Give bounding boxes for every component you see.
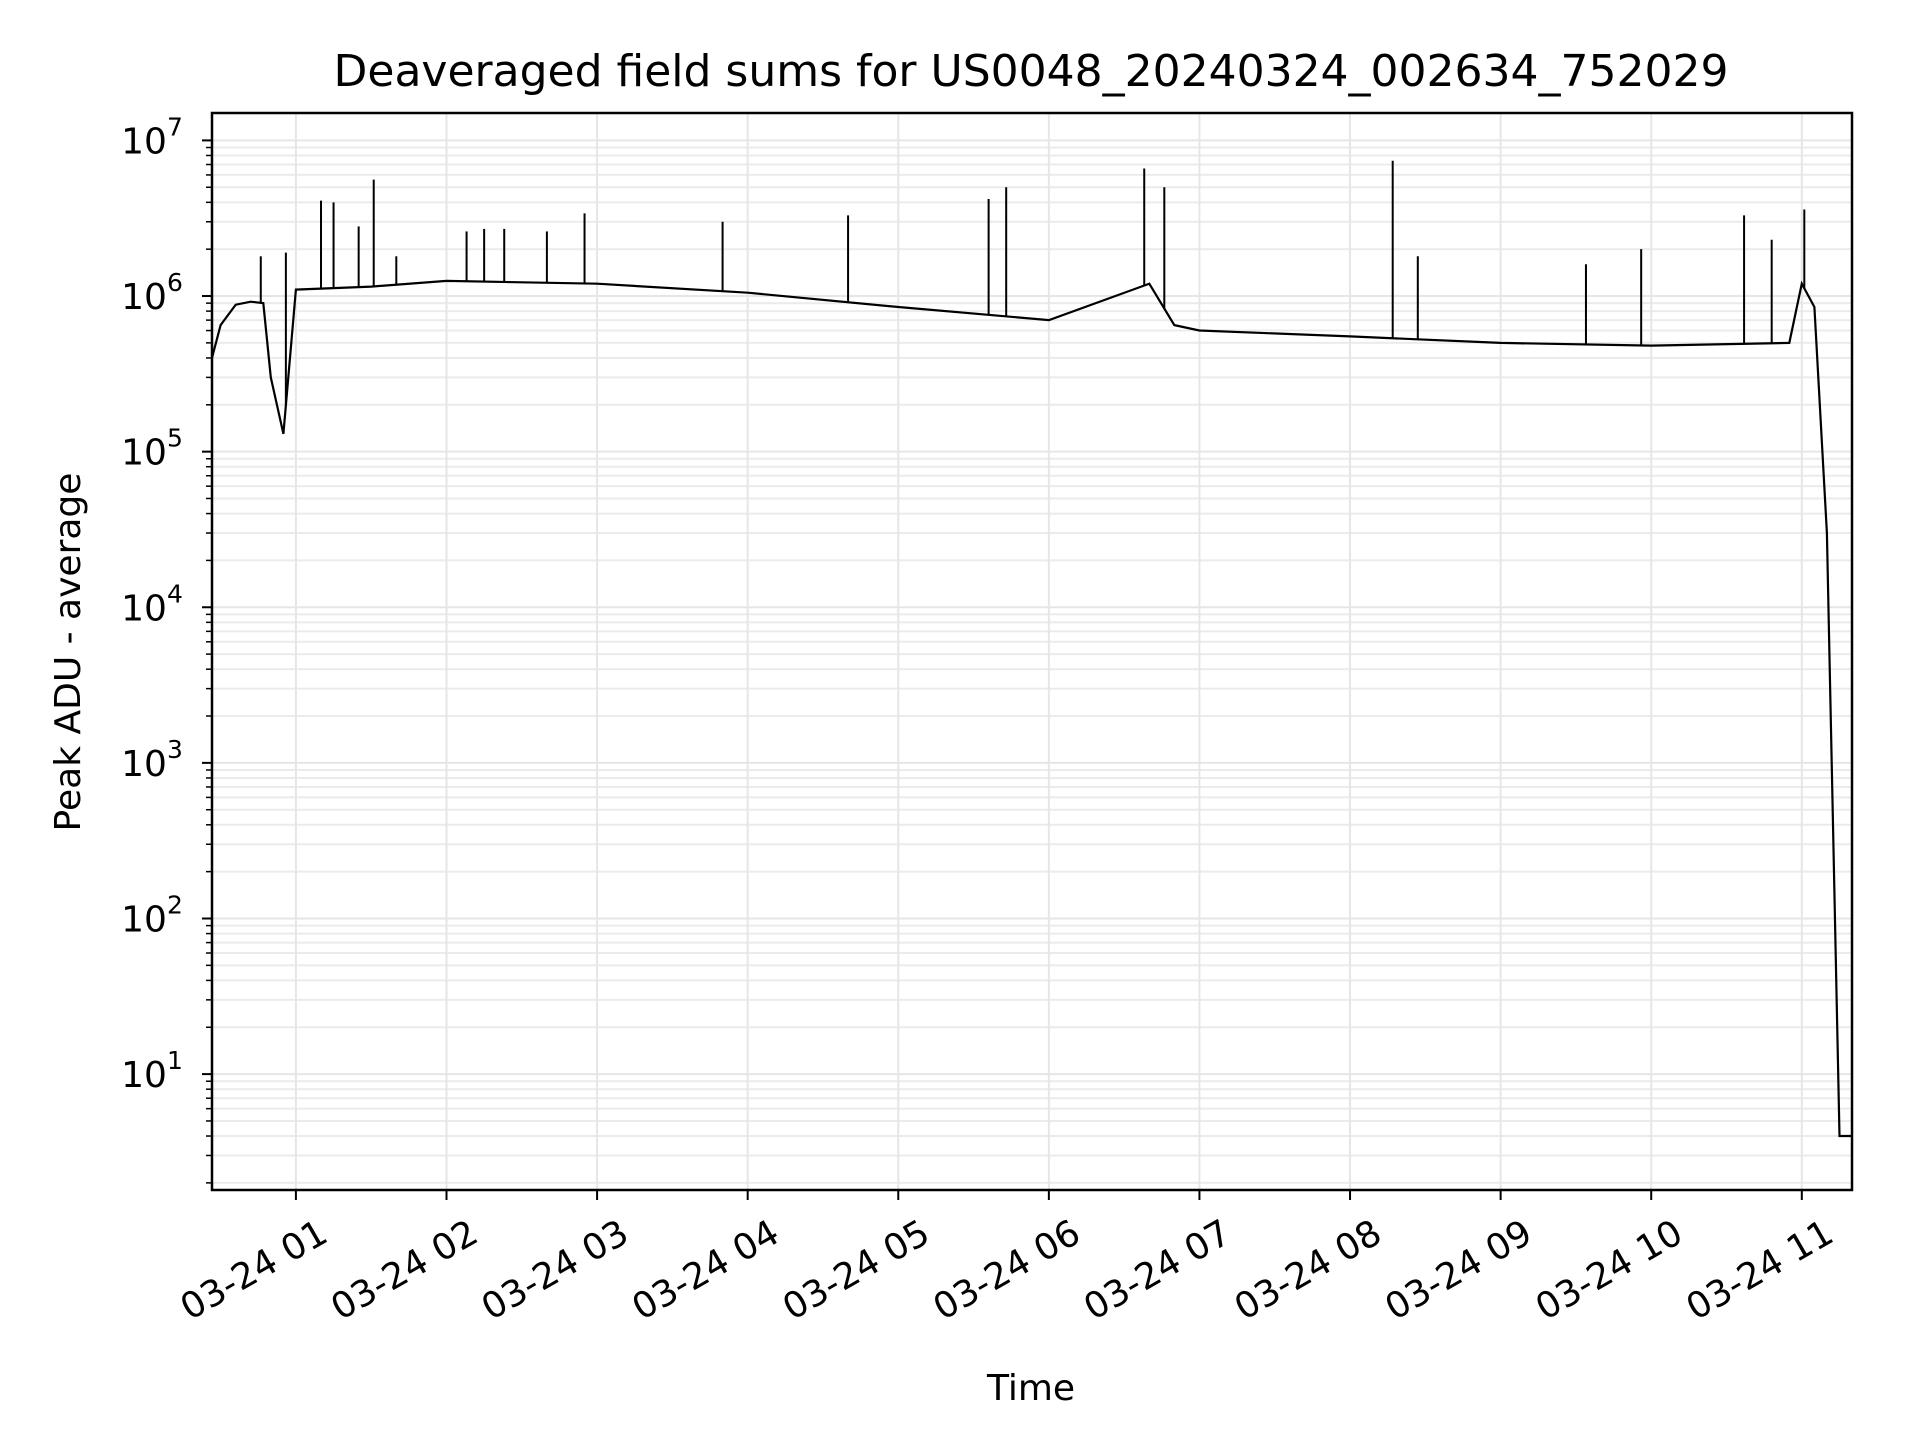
plot-frame bbox=[210, 111, 1854, 1192]
y-tick-label: 101 bbox=[121, 1046, 183, 1096]
x-tick-label: 03-24 04 bbox=[626, 1212, 787, 1328]
x-tick-label: 03-24 03 bbox=[475, 1212, 636, 1328]
y-axis: 101 102 103 104 105 106 107 bbox=[121, 112, 212, 1184]
x-tick-label: 03-24 06 bbox=[927, 1212, 1088, 1328]
y-tick-label: 102 bbox=[121, 890, 183, 940]
x-tick-label: 03-24 05 bbox=[776, 1212, 937, 1328]
series-line bbox=[210, 279, 1852, 1138]
plot-area bbox=[210, 160, 1852, 1138]
chart-title: Deaveraged field sums for US0048_2024032… bbox=[334, 46, 1729, 97]
x-tick-label: 03-24 09 bbox=[1378, 1212, 1539, 1328]
grid bbox=[212, 113, 1852, 1190]
x-tick-label: 03-24 01 bbox=[174, 1212, 335, 1328]
x-tick-label: 03-24 08 bbox=[1228, 1212, 1389, 1328]
x-tick-label: 03-24 11 bbox=[1680, 1212, 1841, 1328]
y-axis-label: Peak ADU - average bbox=[48, 473, 89, 832]
x-tick-label: 03-24 10 bbox=[1529, 1212, 1690, 1328]
y-tick-label: 103 bbox=[121, 735, 183, 785]
y-tick-label: 106 bbox=[121, 268, 183, 318]
x-tick-label: 03-24 07 bbox=[1077, 1212, 1238, 1328]
y-tick-label: 104 bbox=[121, 579, 183, 629]
y-tick-label: 105 bbox=[121, 424, 183, 474]
y-tick-label: 107 bbox=[121, 112, 183, 162]
x-tick-label: 03-24 02 bbox=[324, 1212, 485, 1328]
x-axis-label: Time bbox=[986, 1368, 1075, 1409]
